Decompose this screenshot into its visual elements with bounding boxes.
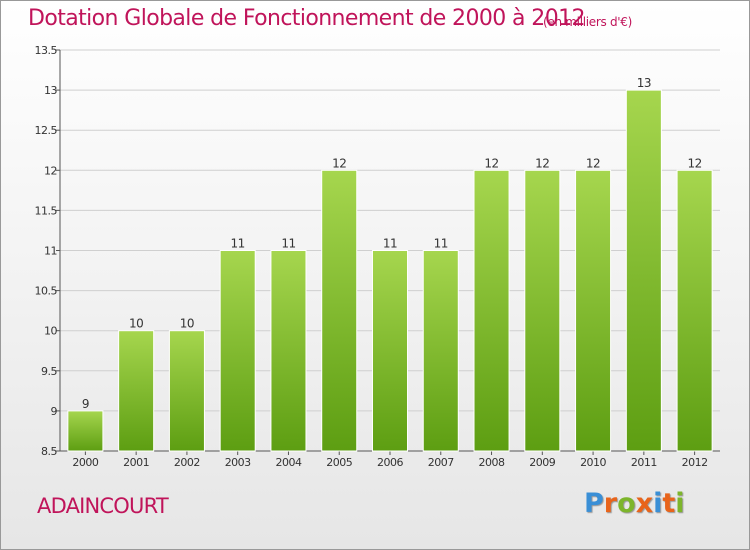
x-tick-label-2001: 2001 [123, 456, 149, 469]
data-label-2007: 11 [434, 237, 448, 251]
x-tick-labels: 2000 2001 2002 2003 2004 2005 2006 2007 2008 2009… [72, 456, 708, 469]
y-tick-label: 12.5 [35, 124, 58, 137]
chart-title: Dotation Globale de Fonctionnement de 20… [28, 6, 586, 31]
bar-2007[interactable] [422, 250, 459, 452]
y-tick-label: 12 [44, 164, 57, 177]
x-tick-label-2009: 2009 [529, 456, 555, 469]
bar-2004[interactable] [270, 250, 307, 452]
chart-unit-label: (en milliers d'€) [543, 15, 633, 29]
data-label-2005: 12 [332, 156, 346, 170]
y-tick-label: 13.5 [35, 44, 58, 57]
y-tick-label: 11.5 [35, 204, 58, 217]
data-label-2008: 12 [484, 156, 498, 170]
x-tick-label-2005: 2005 [326, 456, 352, 469]
x-tick-label-2006: 2006 [377, 456, 403, 469]
bars [67, 89, 713, 452]
bar-2009[interactable] [524, 169, 561, 452]
data-label-2012: 12 [687, 156, 701, 170]
bar-2005[interactable] [321, 169, 358, 452]
bar-2002[interactable] [168, 330, 205, 452]
bar-2010[interactable] [575, 169, 612, 452]
x-tick-label-2003: 2003 [225, 456, 251, 469]
data-label-2003: 11 [231, 237, 245, 251]
x-tick-label-2004: 2004 [275, 456, 301, 469]
y-tick-label: 9 [51, 405, 58, 418]
x-tick-label-2012: 2012 [682, 456, 708, 469]
logo-letter: P [584, 488, 604, 519]
y-tick-label: 8.5 [41, 445, 57, 458]
x-tick-label-2002: 2002 [174, 456, 200, 469]
bar-2000[interactable] [67, 410, 104, 452]
y-tick-labels: 8.5 9 9.5 10 10.5 11 11.5 12 12.5 13 13.5 [35, 44, 59, 458]
data-label-2002: 10 [180, 317, 194, 331]
y-tick-label: 9.5 [41, 365, 57, 378]
bar-2012[interactable] [676, 169, 713, 452]
proxiti-logo[interactable]: Proxiti [584, 488, 685, 519]
bar-2001[interactable] [118, 330, 155, 452]
bar-2003[interactable] [219, 250, 256, 452]
commune-name: ADAINCOURT [37, 494, 169, 518]
logo-letter: t [662, 488, 676, 519]
x-tick-label-2008: 2008 [479, 456, 505, 469]
x-tick-label-2010: 2010 [580, 456, 606, 469]
data-label-2001: 10 [129, 317, 143, 331]
logo-letter: i [653, 488, 663, 519]
data-labels: 9 10 10 11 11 12 11 11 12 12 12 13 12 [82, 76, 702, 411]
y-tick-label: 11 [44, 245, 57, 258]
data-label-2010: 12 [586, 156, 600, 170]
x-tick-label-2000: 2000 [72, 456, 98, 469]
x-tick-label-2007: 2007 [428, 456, 454, 469]
y-tick-label: 10 [44, 325, 57, 338]
logo-letter: o [617, 488, 636, 519]
data-label-2006: 11 [383, 237, 397, 251]
logo-letter: r [603, 488, 618, 519]
bar-2011[interactable] [625, 89, 662, 452]
bar-2006[interactable] [371, 250, 409, 452]
y-tick-label: 13 [44, 84, 57, 97]
y-tick-label: 10.5 [35, 285, 58, 298]
data-label-2011: 13 [637, 76, 651, 90]
logo-letter: i [675, 488, 685, 519]
data-label-2004: 11 [281, 237, 295, 251]
data-label-2000: 9 [82, 397, 89, 411]
x-tick-label-2011: 2011 [631, 456, 657, 469]
bar-2008[interactable] [473, 169, 510, 452]
data-label-2009: 12 [535, 156, 549, 170]
logo-letter: x [635, 488, 654, 519]
